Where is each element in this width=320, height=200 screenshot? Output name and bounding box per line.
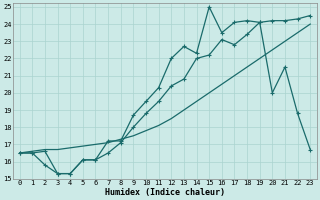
X-axis label: Humidex (Indice chaleur): Humidex (Indice chaleur) bbox=[105, 188, 225, 197]
